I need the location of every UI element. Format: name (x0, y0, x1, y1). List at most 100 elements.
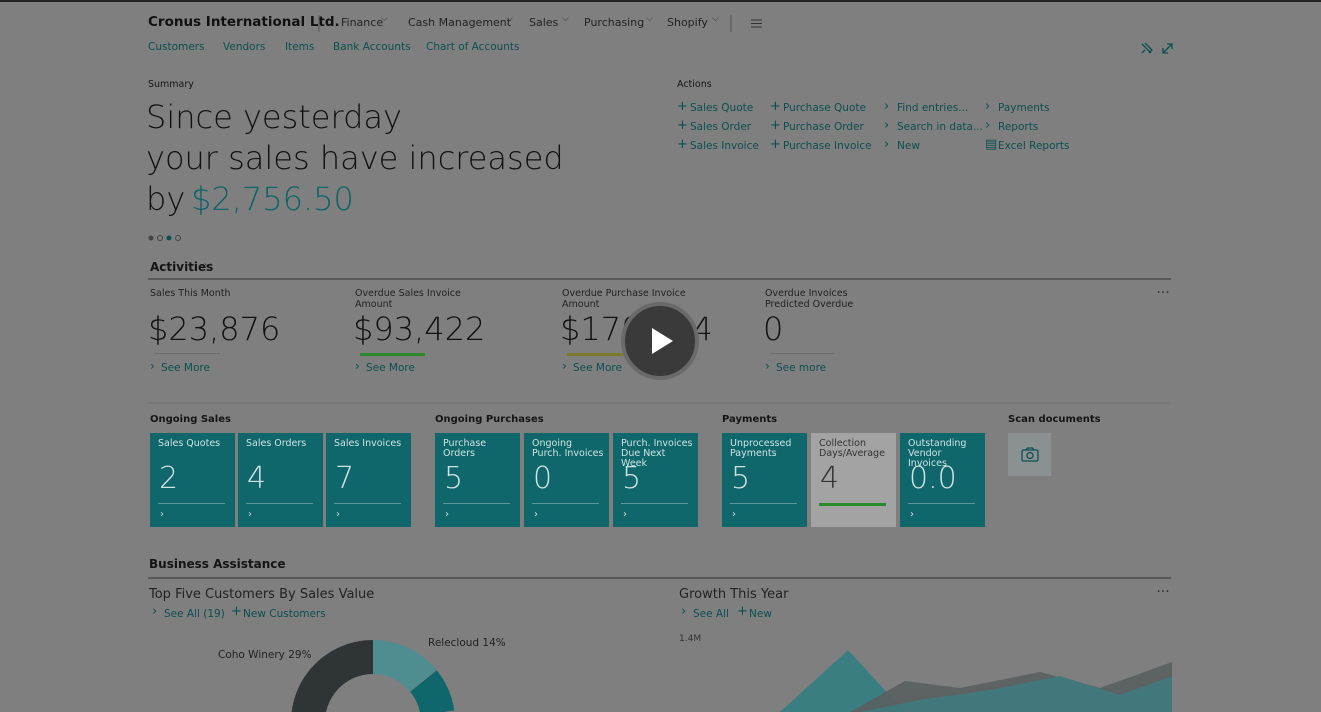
action-link[interactable]: Find entries... (897, 102, 969, 114)
tile[interactable]: Purchase Orders 5 › (435, 433, 520, 527)
action-link[interactable]: Sales Invoice (690, 140, 759, 152)
tile[interactable]: Sales Orders 4 › (238, 433, 323, 527)
menu-icon[interactable] (751, 19, 762, 28)
kpi-bar (770, 353, 835, 354)
tile[interactable]: Ongoing Purch. Invoices 0 › (524, 433, 609, 527)
chevron: › (562, 359, 567, 373)
kpi-link[interactable]: See More (573, 362, 622, 374)
action-link[interactable]: Reports (998, 121, 1039, 133)
chart-title: Top Five Customers By Sales Value (149, 587, 375, 602)
tile-label: Sales Quotes (158, 438, 221, 449)
headline: your sales have increased (146, 139, 564, 177)
action-icon: + (677, 137, 688, 152)
chevron: ⌵ (506, 14, 513, 24)
scan-button[interactable] (1008, 433, 1051, 476)
action-link[interactable]: Purchase Order (783, 121, 864, 133)
kpi-link[interactable]: See More (366, 362, 415, 374)
menu-item[interactable]: Shopify (667, 16, 708, 29)
action-link[interactable]: Sales Order (690, 121, 752, 133)
tile-label: Collection Days/Average (819, 438, 885, 459)
tile[interactable]: Collection Days/Average 4 (811, 433, 896, 527)
action-icon: + (770, 118, 781, 133)
chart-link[interactable]: New Customers (243, 608, 326, 620)
chevron: › (150, 359, 155, 373)
chart-title: Growth This Year (679, 587, 789, 602)
tile-value: 4 (247, 461, 267, 496)
tile-line (730, 503, 797, 504)
chevron: › (623, 509, 627, 520)
kpi-label: Sales This Month (150, 288, 231, 299)
tile-label: Unprocessed Payments (730, 438, 792, 459)
nav-link[interactable]: Items (285, 41, 315, 53)
group-title: Payments (722, 414, 778, 425)
chevron: › (248, 509, 252, 520)
kpi-value: 0 (763, 310, 784, 348)
chart-link[interactable]: See All (693, 608, 729, 620)
group-title: Scan documents (1008, 414, 1101, 425)
headline: Since yesterday (146, 98, 402, 136)
action-link[interactable]: Purchase Quote (783, 102, 866, 114)
pin-icon[interactable] (1141, 42, 1153, 54)
tile-value: 4 (820, 461, 840, 496)
action-link[interactable]: Search in data... (897, 121, 983, 133)
more-icon[interactable]: ··· (1156, 584, 1169, 600)
action-link[interactable]: Excel Reports (998, 140, 1070, 152)
chevron: › (910, 509, 914, 520)
chevron: ⌵ (646, 14, 653, 24)
tile-line (621, 503, 688, 504)
action-link[interactable]: New (897, 140, 920, 152)
action-icon: ▤ (985, 137, 998, 152)
nav-link[interactable]: Bank Accounts (333, 41, 411, 53)
nav-link[interactable]: Vendors (223, 41, 266, 53)
tile[interactable]: Sales Quotes 2 › (150, 433, 235, 527)
kpi-label: Overdue Sales Invoice Amount (355, 288, 461, 310)
action-icon: + (770, 137, 781, 152)
menu-item[interactable]: Purchasing (584, 16, 645, 29)
chart-link[interactable]: New (749, 608, 772, 620)
donut-segment (410, 670, 455, 712)
tile[interactable]: Purch. Invoices Due Next Week 5 › (613, 433, 698, 527)
tile[interactable]: Outstanding Vendor Invoices 0.0 › (900, 433, 985, 527)
chevron: › (355, 359, 360, 373)
link-icon: › (681, 604, 687, 619)
tile-label: Sales Orders (246, 438, 307, 449)
chart-link[interactable]: See All (19) (164, 608, 225, 620)
headline: by (146, 180, 186, 218)
action-link[interactable]: Purchase Invoice (783, 140, 872, 152)
menu-item[interactable]: Cash Management (408, 16, 512, 29)
menu-item[interactable]: Finance (341, 16, 384, 29)
tile-label: Purch. Invoices Due Next Week (621, 438, 693, 469)
camera-icon (1021, 447, 1039, 462)
action-icon: › (985, 118, 991, 133)
chevron: › (732, 509, 736, 520)
expand-icon[interactable] (1162, 43, 1173, 54)
headline-amount: $2,756.50 (191, 180, 354, 218)
nav-link[interactable]: Customers (148, 41, 205, 53)
tile[interactable]: Unprocessed Payments 5 › (722, 433, 807, 527)
tile-value: 0.0 (909, 461, 957, 496)
nav-link[interactable]: Chart of Accounts (426, 41, 520, 53)
group-title: Ongoing Sales (150, 414, 231, 425)
kpi-link[interactable]: See More (161, 362, 210, 374)
tile-value: 7 (335, 461, 355, 496)
kpi-link[interactable]: See more (776, 362, 827, 374)
tile-line (443, 503, 510, 504)
carousel-dots[interactable] (148, 235, 181, 241)
tile-value: 5 (444, 461, 464, 496)
link-icon: › (152, 604, 158, 619)
action-link[interactable]: Sales Quote (690, 102, 754, 114)
chevron: › (765, 359, 770, 373)
tile-line (908, 503, 975, 504)
kpi-bar (567, 353, 632, 356)
action-link[interactable]: Payments (998, 102, 1050, 114)
tile[interactable]: Sales Invoices 7 › (326, 433, 411, 527)
menu-item[interactable]: Sales (529, 16, 559, 29)
action-icon: › (884, 137, 890, 152)
play-button[interactable] (621, 302, 699, 380)
more-icon[interactable]: ··· (1156, 285, 1169, 301)
donut-segment (373, 640, 437, 692)
tile-value: 5 (622, 461, 642, 496)
section-title: Business Assistance (149, 557, 286, 571)
tile-value: 2 (159, 461, 179, 496)
